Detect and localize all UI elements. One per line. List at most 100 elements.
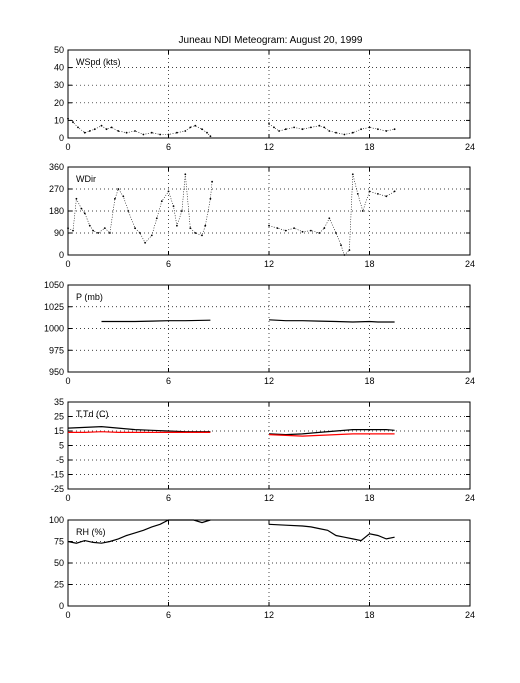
data-point <box>122 195 125 198</box>
x-tick-label: 0 <box>65 142 70 152</box>
data-point <box>80 207 83 210</box>
data-point <box>160 200 163 203</box>
panel-label: RH (%) <box>76 527 106 537</box>
series-trace <box>268 174 395 256</box>
data-point <box>385 195 388 198</box>
series-line <box>67 425 211 433</box>
data-point <box>201 234 203 237</box>
x-tick-label: 6 <box>166 610 171 620</box>
x-tick-label: 18 <box>364 610 374 620</box>
x-tick-label: 18 <box>364 142 374 152</box>
x-tick-label: 24 <box>465 376 475 386</box>
data-point <box>167 133 170 136</box>
data-point <box>351 131 354 134</box>
data-point <box>109 232 111 234</box>
data-point <box>310 229 312 232</box>
data-point <box>105 128 108 131</box>
series-line <box>101 319 211 323</box>
data-point <box>150 131 153 134</box>
panel-4: 0 6 12 18 24 0 25 50 75 100 RH (%) <box>49 515 475 620</box>
x-tick-label: 0 <box>65 259 70 269</box>
y-tick-label: 975 <box>49 345 64 355</box>
data-point <box>348 249 351 252</box>
y-tick-label: 40 <box>54 63 64 73</box>
data-point <box>368 126 371 129</box>
data-point <box>318 124 321 127</box>
data-point <box>125 131 128 134</box>
data-point <box>323 126 326 129</box>
data-point <box>194 124 197 127</box>
y-tick-label: 270 <box>49 184 64 194</box>
y-tick-label: 950 <box>49 367 64 377</box>
data-point <box>368 190 371 193</box>
data-point <box>159 133 162 136</box>
y-tick-label: 5 <box>59 441 64 451</box>
data-point <box>83 212 86 215</box>
data-point <box>142 133 145 136</box>
y-tick-label: 25 <box>54 412 64 422</box>
data-point <box>67 117 69 120</box>
y-tick-label: 0 <box>59 133 64 143</box>
y-tick-label: 10 <box>54 115 64 125</box>
data-point <box>276 227 279 230</box>
data-point <box>201 128 203 131</box>
data-point <box>361 210 364 212</box>
y-tick-label: 50 <box>54 558 64 568</box>
data-point <box>318 232 321 234</box>
data-point <box>83 131 86 134</box>
data-point <box>335 232 337 234</box>
data-point <box>167 190 170 193</box>
data-point <box>328 217 331 220</box>
data-point <box>301 230 304 233</box>
data-point <box>278 130 280 132</box>
data-point <box>351 173 354 176</box>
y-tick-label: 50 <box>54 45 64 55</box>
data-point <box>100 124 103 127</box>
panel-label: WDir <box>76 174 96 184</box>
data-point <box>77 126 79 129</box>
data-point <box>393 190 396 193</box>
data-point <box>117 130 120 132</box>
series-line <box>268 319 395 323</box>
data-point <box>323 227 326 230</box>
data-point <box>117 188 120 190</box>
data-point <box>211 180 214 183</box>
data-point <box>134 130 136 132</box>
x-tick-label: 24 <box>465 610 475 620</box>
series-line <box>268 523 395 542</box>
x-tick-label: 6 <box>166 259 171 269</box>
data-point <box>335 131 337 134</box>
data-point <box>72 121 74 124</box>
panel-0: 0 6 12 18 24 0 10 20 30 40 50 WSpd (kts) <box>54 45 475 152</box>
x-tick-label: 6 <box>166 376 171 386</box>
panel-label: WSpd (kts) <box>76 57 121 67</box>
data-point <box>209 135 212 138</box>
x-tick-label: 18 <box>364 493 374 503</box>
chart-date: August 20, 1999 <box>290 35 363 46</box>
data-point <box>284 229 287 232</box>
series-trace <box>268 123 395 135</box>
data-point <box>127 210 130 212</box>
data-point <box>88 224 91 227</box>
data-point <box>181 210 183 212</box>
data-point <box>268 224 270 227</box>
data-point <box>328 130 331 132</box>
panel-3: 0 6 12 18 24 -25 -15 -5 5 15 25 35 T,Td (C) <box>51 397 475 503</box>
y-tick-label: 75 <box>54 537 64 547</box>
data-point <box>155 217 158 220</box>
data-point <box>144 241 147 244</box>
series-line <box>67 519 211 544</box>
data-point <box>92 229 94 232</box>
data-point <box>385 130 388 132</box>
data-point <box>150 234 153 237</box>
y-tick-label: 180 <box>49 206 64 216</box>
data-point <box>204 224 207 227</box>
data-point <box>184 130 187 132</box>
y-tick-label: 1050 <box>44 280 64 290</box>
x-tick-label: 12 <box>264 376 274 386</box>
x-tick-label: 6 <box>166 493 171 503</box>
data-point <box>75 197 78 200</box>
data-point <box>72 229 74 232</box>
data-point <box>360 128 362 131</box>
